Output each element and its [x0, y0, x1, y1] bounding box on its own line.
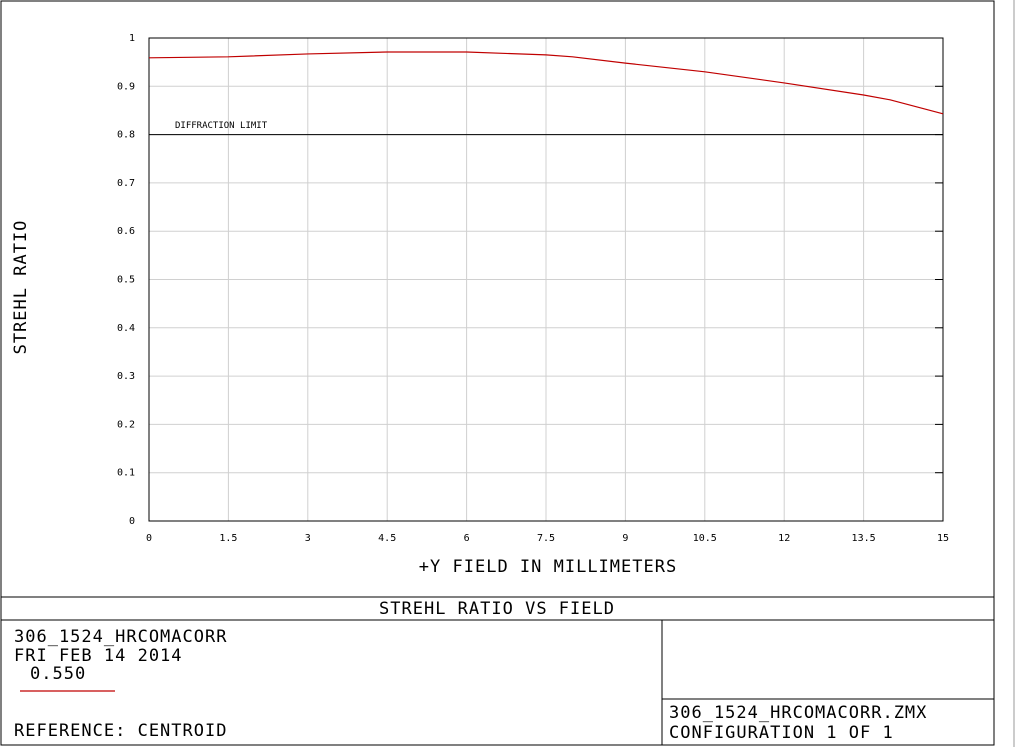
- configuration: CONFIGURATION 1 OF 1: [669, 723, 894, 743]
- date: FRI FEB 14 2014: [14, 646, 183, 666]
- x-tick-label: 7.5: [537, 533, 555, 544]
- legend-label: 0.550: [30, 664, 86, 684]
- x-tick-label: 0: [146, 533, 152, 544]
- x-tick-label: 6: [464, 533, 470, 544]
- plot-area: [148, 37, 944, 522]
- x-tick-label: 10.5: [693, 533, 717, 544]
- y-tick-label: 0.8: [117, 130, 135, 141]
- y-tick-label: 0.5: [117, 275, 135, 286]
- y-tick-label: 0.6: [117, 226, 135, 237]
- y-tick-label: 0.3: [117, 371, 135, 382]
- y-axis-label: STREHL RATIO: [11, 220, 31, 355]
- x-tick-label: 9: [622, 533, 628, 544]
- y-tick-label: 0.9: [117, 81, 135, 92]
- x-tick-label: 3: [305, 533, 311, 544]
- x-tick-label: 4.5: [378, 533, 396, 544]
- y-tick-label: 0.4: [117, 323, 135, 334]
- x-tick-label: 1.5: [219, 533, 237, 544]
- chart-title: STREHL RATIO VS FIELD: [379, 599, 615, 619]
- x-tick-label: 13.5: [852, 533, 876, 544]
- y-tick-label: 0: [129, 516, 135, 527]
- y-tick-label: 1: [129, 33, 135, 44]
- lens-name: 306_1524_HRCOMACORR: [14, 627, 227, 647]
- y-tick-label: 0.1: [117, 468, 135, 479]
- file-name: 306_1524_HRCOMACORR.ZMX: [669, 703, 927, 723]
- y-tick-label: 0.2: [117, 419, 135, 430]
- y-tick-label: 0.7: [117, 178, 135, 189]
- x-tick-label: 12: [778, 533, 790, 544]
- x-axis-label: +Y FIELD IN MILLIMETERS: [419, 557, 677, 577]
- reference: REFERENCE: CENTROID: [14, 721, 227, 741]
- x-tick-label: 15: [937, 533, 949, 544]
- reference-label: DIFFRACTION LIMIT: [175, 121, 268, 131]
- frame: [0, 0, 995, 746]
- data-line: [148, 51, 944, 115]
